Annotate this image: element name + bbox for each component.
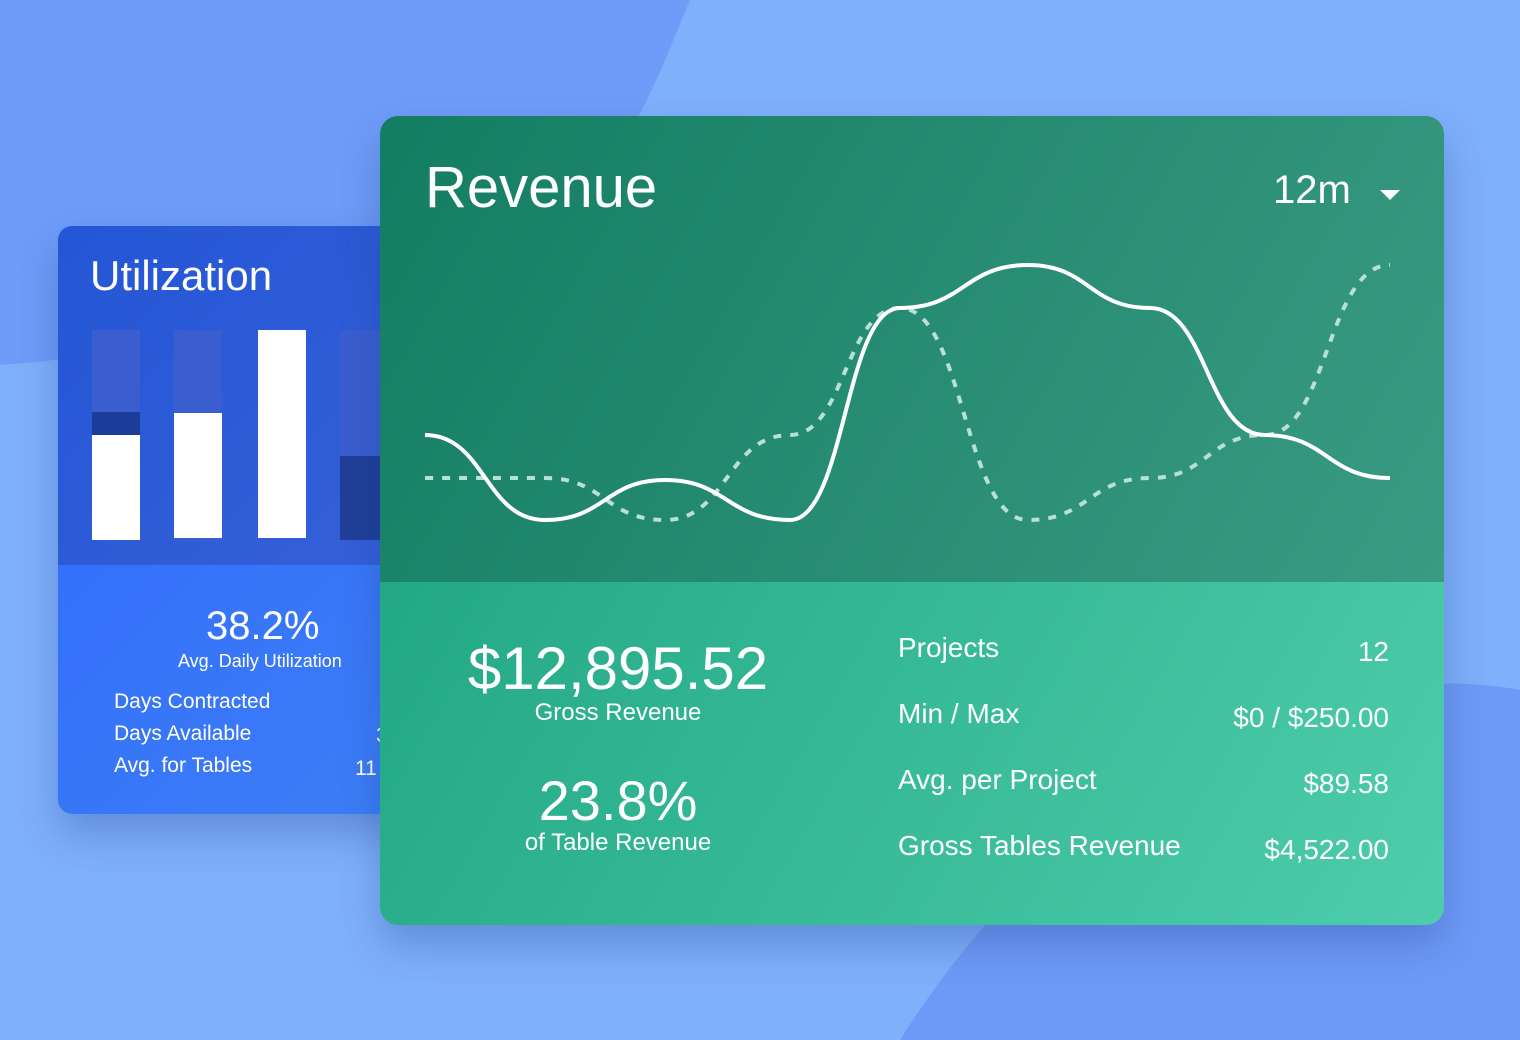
solid-line	[424, 262, 1391, 523]
bar-segment	[92, 412, 140, 435]
card-body	[380, 582, 1444, 925]
stat-value: $89.58	[1303, 768, 1389, 799]
stat-label: Projects	[898, 632, 1000, 663]
dropdown-arrow[interactable]	[1378, 188, 1402, 202]
period-dropdown[interactable]: 12m	[1273, 168, 1351, 212]
gross-label: Gross Revenue	[534, 699, 702, 726]
stat-label: Avg. Daily Utilization	[178, 651, 342, 671]
share-label: of Table Revenue	[524, 829, 712, 856]
bar-chart	[92, 330, 388, 540]
revenue-card: Revenue 12m $12,895.52 Gross Revenue 23.…	[380, 116, 1444, 925]
bar	[174, 413, 222, 538]
share-value: 23.8%	[538, 769, 698, 832]
utilization-card: Utilization 38.2% Avg. Daily Utilization…	[58, 226, 418, 814]
gross-value: $12,895.52	[467, 635, 769, 702]
stat-label: Avg. per Project	[898, 764, 1097, 795]
bar	[258, 330, 306, 538]
card-body	[58, 565, 418, 814]
stat-label: Gross Tables Revenue	[898, 830, 1181, 861]
card-header	[380, 116, 1444, 582]
stat-value: 12	[1357, 636, 1389, 667]
stat-value: $4,522.00	[1264, 834, 1389, 865]
stat-label: Min / Max	[898, 698, 1020, 729]
stat-value: 38.2%	[206, 604, 320, 648]
stat-value: $0 / $250.00	[1233, 702, 1389, 733]
card-title: Utilization	[90, 252, 273, 299]
row-label: Days Available	[114, 722, 252, 745]
line-chart	[424, 262, 1391, 523]
row-value: 11	[355, 757, 377, 780]
dashed-line	[425, 263, 1391, 523]
row-label: Avg. for Tables	[114, 754, 253, 777]
card-title: Revenue	[425, 155, 658, 220]
bar	[92, 435, 140, 540]
row-label: Days Contracted	[114, 690, 271, 713]
